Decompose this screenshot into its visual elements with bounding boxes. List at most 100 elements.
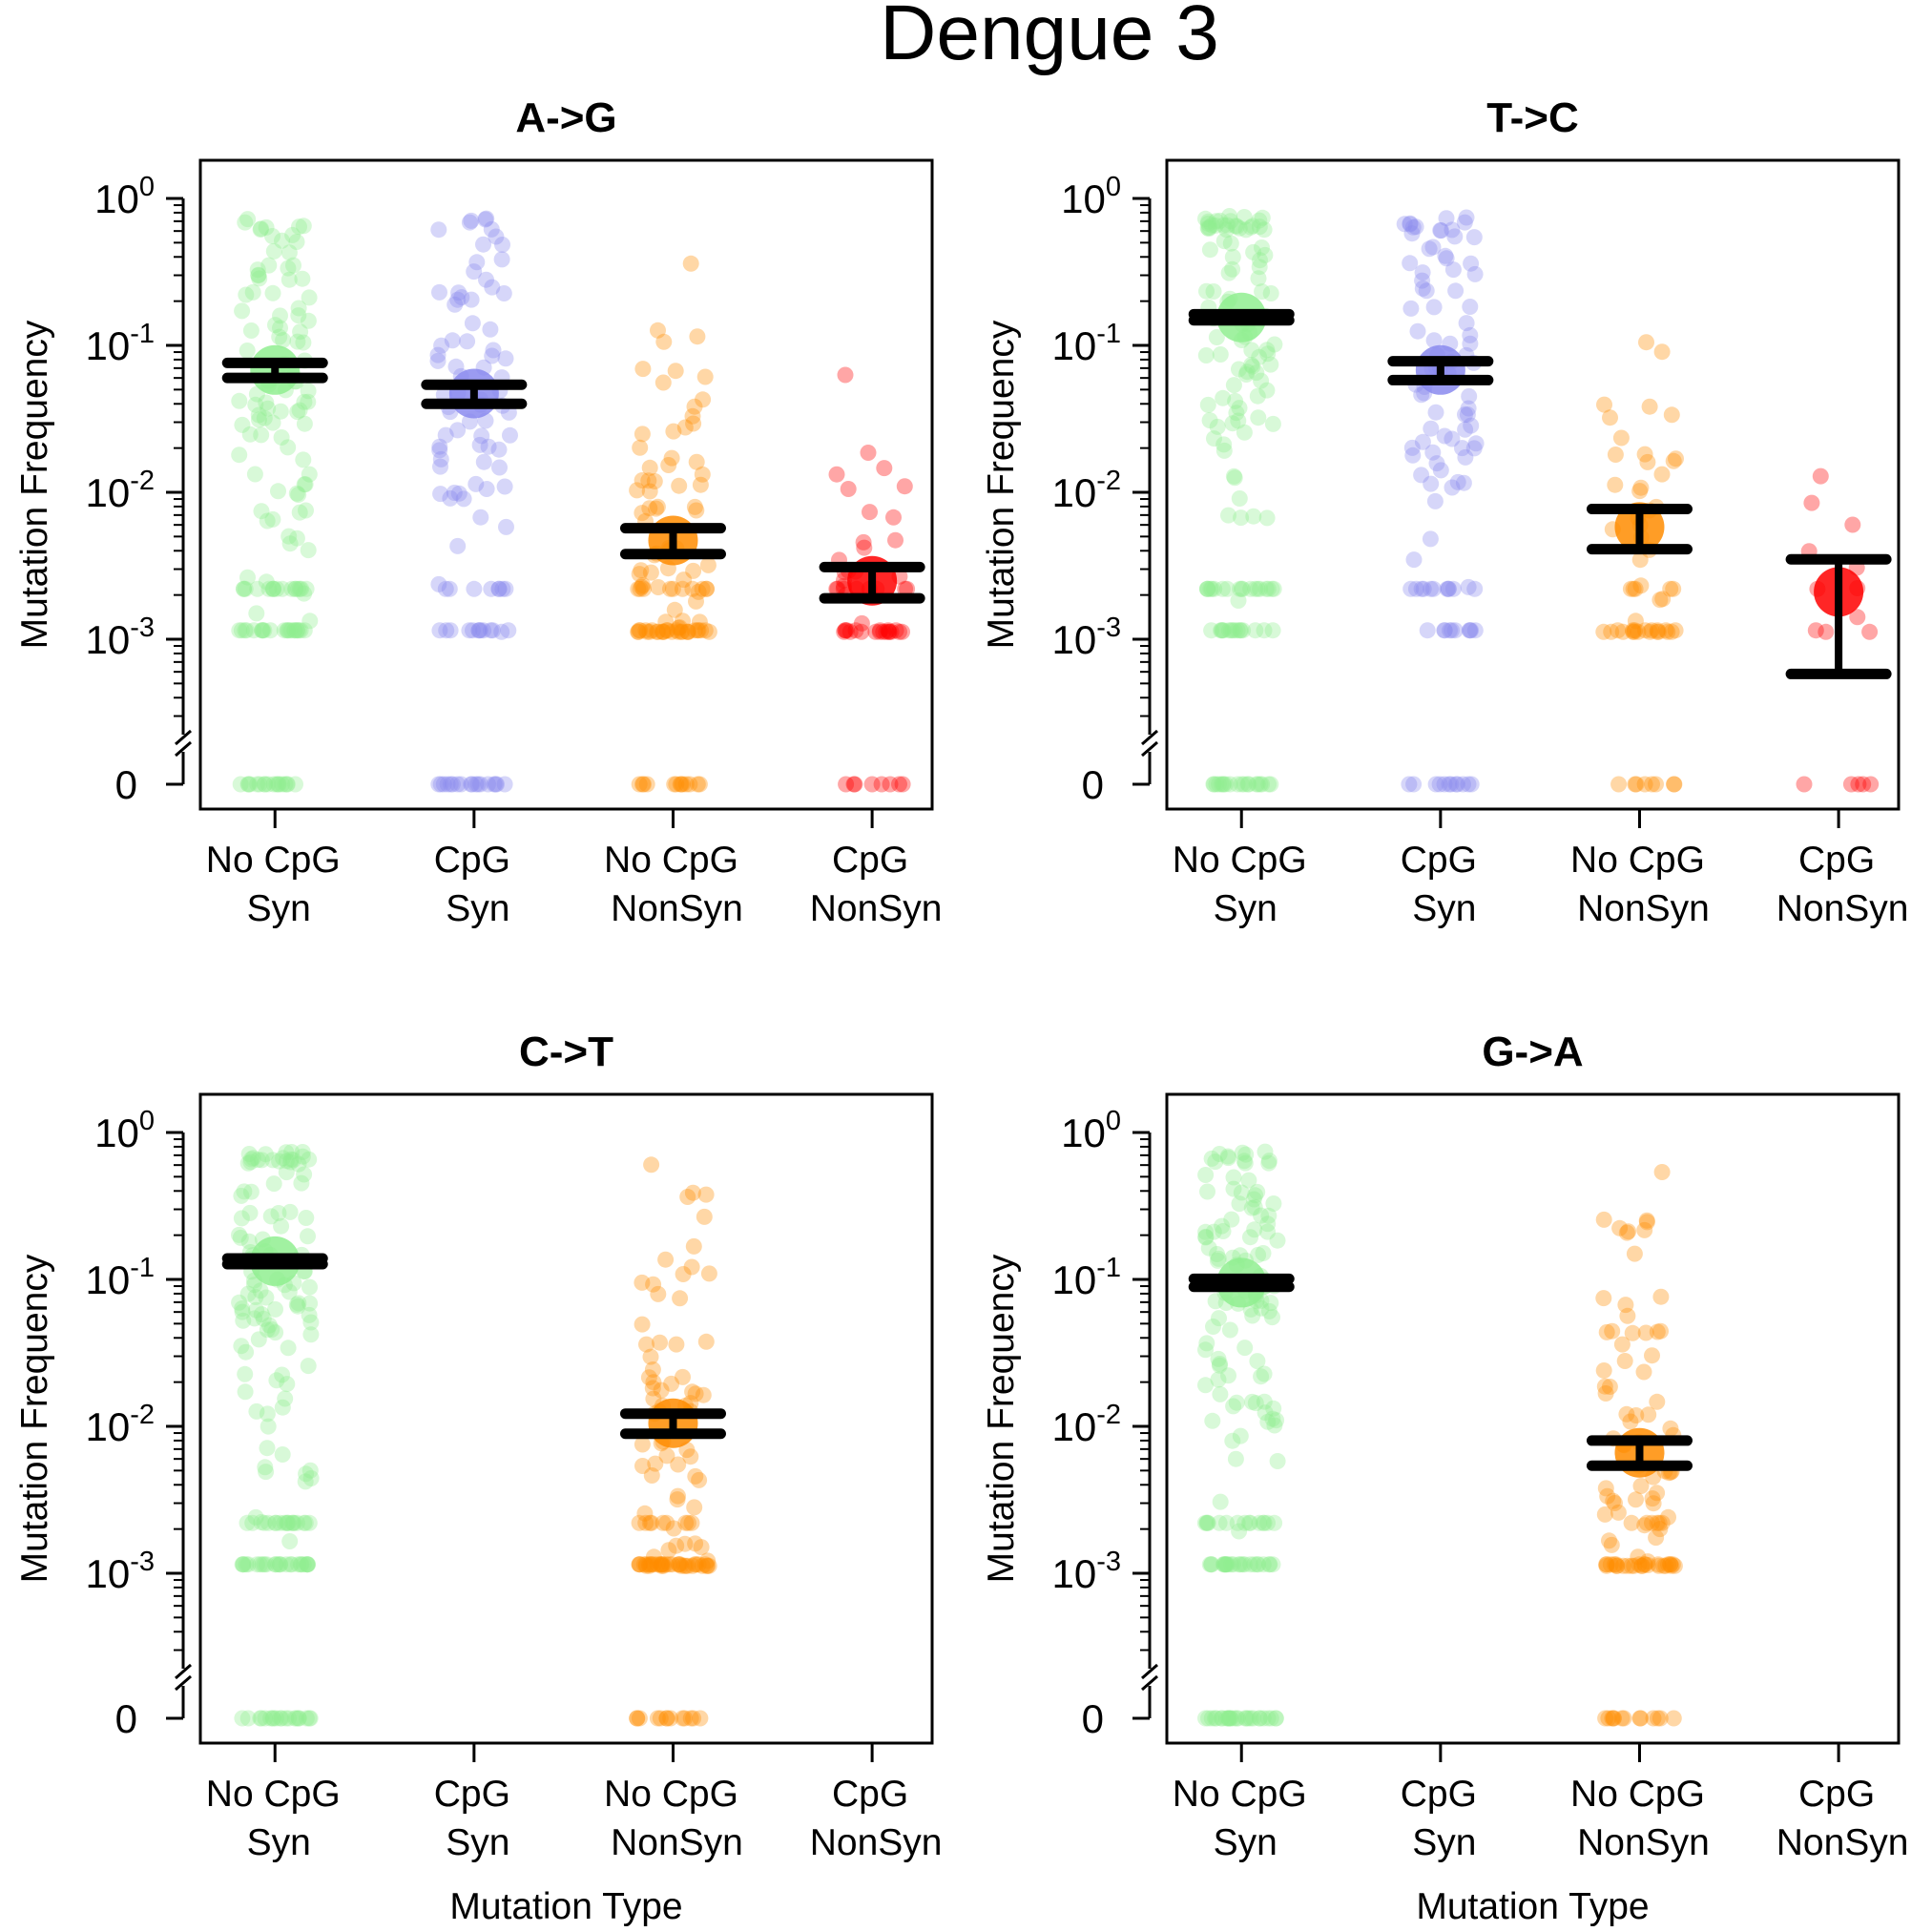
data-point	[1636, 1221, 1653, 1238]
data-point	[689, 622, 706, 639]
data-point	[840, 481, 857, 497]
data-point	[267, 1514, 284, 1531]
data-point	[1249, 387, 1266, 405]
data-point	[1246, 1221, 1263, 1238]
data-point	[253, 426, 270, 444]
data-point	[647, 1455, 664, 1472]
data-point	[1628, 1407, 1645, 1423]
data-point	[483, 580, 500, 597]
data-point	[289, 333, 306, 350]
data-point	[260, 1317, 278, 1334]
data-point	[278, 1164, 295, 1181]
data-point	[654, 1557, 672, 1574]
data-point	[1207, 217, 1224, 234]
data-point	[1606, 1556, 1623, 1573]
data-point	[249, 1556, 265, 1573]
data-point	[631, 1710, 648, 1727]
data-point	[699, 556, 717, 573]
data-point	[253, 1152, 270, 1169]
data-point	[645, 1556, 662, 1573]
data-point	[635, 776, 652, 793]
data-point	[288, 622, 305, 639]
data-point	[1215, 1556, 1232, 1573]
data-point	[264, 1710, 281, 1727]
data-point	[684, 1383, 701, 1401]
error-bar	[1785, 553, 1892, 679]
data-point	[484, 347, 501, 364]
data-point	[478, 271, 494, 288]
data-point	[655, 333, 673, 350]
data-point	[252, 1556, 269, 1573]
data-point	[837, 366, 854, 384]
y-tick-label-zero: 0	[115, 1696, 137, 1741]
data-point	[274, 232, 290, 249]
data-point	[1217, 776, 1235, 793]
data-point	[453, 289, 470, 306]
data-point	[1662, 1420, 1679, 1437]
data-point	[646, 473, 663, 489]
data-point	[1203, 580, 1220, 597]
data-point	[1257, 1404, 1274, 1422]
data-point	[1236, 1710, 1254, 1727]
data-point	[257, 1146, 274, 1163]
data-point	[1650, 1556, 1667, 1573]
data-point	[1623, 1514, 1640, 1531]
data-point	[1249, 580, 1266, 597]
data-point	[894, 776, 911, 793]
data-point	[461, 622, 478, 639]
data-point	[640, 472, 657, 489]
data-point	[290, 1295, 307, 1312]
y-tick-label: 10-1	[85, 1253, 155, 1302]
data-point	[1437, 247, 1454, 264]
data-point	[1636, 1517, 1653, 1534]
data-point	[280, 439, 297, 456]
data-point	[1264, 622, 1281, 639]
data-point	[881, 623, 898, 640]
data-point	[652, 1556, 669, 1573]
data-point	[658, 1710, 675, 1727]
data-point	[1227, 218, 1244, 235]
data-point	[285, 1152, 301, 1169]
data-point	[1214, 1710, 1231, 1727]
data-point	[239, 1285, 257, 1302]
data-point	[301, 466, 318, 483]
data-point	[249, 580, 266, 597]
data-point	[238, 1556, 255, 1573]
data-point	[432, 458, 448, 475]
data-point	[296, 393, 313, 410]
data-point	[300, 393, 317, 410]
data-point	[1432, 222, 1449, 239]
data-point	[290, 622, 307, 639]
data-point	[258, 394, 275, 411]
data-point	[286, 622, 303, 639]
data-point	[234, 1556, 251, 1573]
data-point	[498, 518, 514, 535]
data-point	[1259, 1215, 1277, 1233]
data-point	[1427, 404, 1444, 421]
x-tick-label: No CpG	[206, 840, 341, 881]
data-point	[1198, 1514, 1215, 1531]
x-tick-label: NonSyn	[1776, 888, 1909, 929]
data-point	[1457, 421, 1474, 438]
data-point	[472, 622, 488, 639]
data-point	[270, 776, 286, 793]
data-point	[876, 460, 893, 477]
data-point	[689, 776, 706, 793]
data-point	[1444, 580, 1462, 597]
data-point	[500, 622, 517, 639]
data-point	[1627, 613, 1644, 630]
data-point	[273, 1217, 290, 1235]
data-point	[1213, 776, 1230, 793]
data-point	[267, 1514, 284, 1531]
data-point	[665, 423, 682, 440]
data-point	[1467, 435, 1485, 452]
data-point	[1242, 1229, 1258, 1246]
data-point	[654, 1514, 672, 1531]
data-point	[631, 776, 648, 793]
data-point	[1197, 347, 1215, 364]
data-point	[1432, 462, 1449, 479]
data-point	[268, 580, 285, 597]
data-point	[485, 622, 501, 639]
data-point	[1213, 1710, 1230, 1727]
data-point	[1660, 1508, 1676, 1526]
